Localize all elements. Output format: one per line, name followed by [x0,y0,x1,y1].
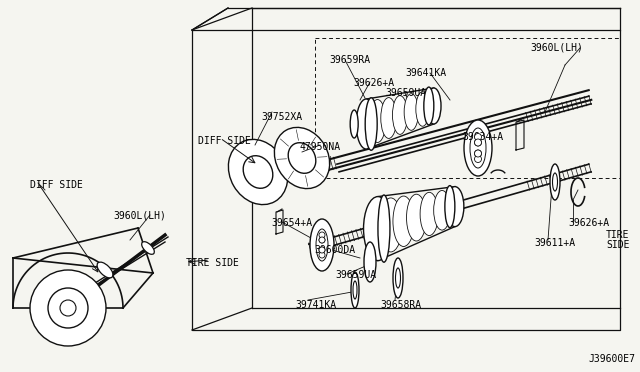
Ellipse shape [434,190,451,230]
Text: 39611+A: 39611+A [534,238,575,248]
Text: 39659RA: 39659RA [329,55,370,65]
Text: 39741KA: 39741KA [295,300,336,310]
Ellipse shape [365,98,377,150]
Ellipse shape [552,173,557,191]
Text: 39658RA: 39658RA [380,300,421,310]
Text: 39752XA: 39752XA [261,112,302,122]
Circle shape [30,270,106,346]
Ellipse shape [474,150,481,157]
Ellipse shape [380,198,402,252]
Ellipse shape [319,237,325,243]
Ellipse shape [474,155,481,163]
Ellipse shape [392,96,408,134]
Ellipse shape [353,281,357,299]
Text: 39634+A: 39634+A [462,132,503,142]
Ellipse shape [319,252,325,258]
Ellipse shape [316,229,328,261]
Circle shape [48,288,88,328]
Text: 3960L(LH): 3960L(LH) [530,42,583,52]
Ellipse shape [369,100,386,142]
Ellipse shape [319,232,325,238]
Text: 39659UA: 39659UA [335,270,376,280]
Ellipse shape [141,242,154,254]
Text: SIDE: SIDE [606,240,630,250]
Ellipse shape [470,128,486,168]
Ellipse shape [378,195,390,262]
Ellipse shape [275,127,330,189]
Text: 39600DA: 39600DA [314,245,355,255]
Ellipse shape [364,242,376,282]
Ellipse shape [420,192,438,235]
Ellipse shape [406,194,426,241]
Ellipse shape [243,156,273,188]
Text: DIFF SIDE: DIFF SIDE [30,180,83,190]
Ellipse shape [464,120,492,176]
Text: TIRE SIDE: TIRE SIDE [186,258,239,268]
Ellipse shape [310,219,334,271]
Text: 47950NA: 47950NA [300,142,341,152]
Text: J39600E7: J39600E7 [588,354,635,364]
Text: 39641KA: 39641KA [405,68,446,78]
Ellipse shape [550,164,560,200]
Ellipse shape [474,139,481,146]
Ellipse shape [416,92,429,126]
Text: 39626+A: 39626+A [353,78,394,88]
Ellipse shape [393,196,414,247]
Ellipse shape [393,258,403,298]
Ellipse shape [396,268,401,288]
Ellipse shape [288,143,316,173]
Ellipse shape [319,237,325,243]
Ellipse shape [474,150,481,157]
Ellipse shape [445,186,455,228]
Ellipse shape [350,110,358,138]
Ellipse shape [446,187,464,227]
Ellipse shape [427,88,441,124]
Text: 39654+A: 39654+A [271,218,312,228]
Circle shape [60,300,76,316]
Text: DIFF SIDE: DIFF SIDE [198,136,251,146]
Ellipse shape [474,139,481,146]
Ellipse shape [474,134,481,141]
Text: TIRE: TIRE [606,230,630,240]
Ellipse shape [319,247,325,253]
Ellipse shape [364,196,392,261]
Ellipse shape [381,97,397,138]
Ellipse shape [228,140,287,205]
Ellipse shape [319,247,325,253]
Ellipse shape [97,262,113,278]
Ellipse shape [424,87,434,125]
Ellipse shape [404,94,419,130]
Ellipse shape [356,99,376,149]
Text: 39659UA: 39659UA [385,88,426,98]
Ellipse shape [351,272,359,308]
Text: 39626+A: 39626+A [568,218,609,228]
Text: 3960L(LH): 3960L(LH) [113,210,166,220]
